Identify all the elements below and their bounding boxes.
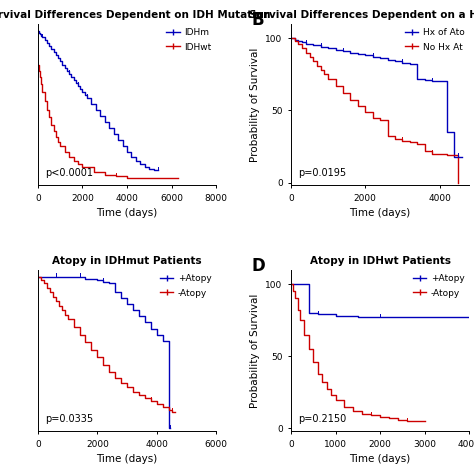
Title: Survival Differences Dependent on IDH Mutation: Survival Differences Dependent on IDH Mu… xyxy=(0,10,271,20)
Text: p=0.2150: p=0.2150 xyxy=(298,414,346,424)
Text: B: B xyxy=(252,11,264,29)
Title: Atopy in IDHmut Patients: Atopy in IDHmut Patients xyxy=(52,256,202,266)
X-axis label: Time (days): Time (days) xyxy=(349,454,411,464)
Legend: Hx of Ato, No Hx At: Hx of Ato, No Hx At xyxy=(405,28,465,52)
Y-axis label: Probability of Survival: Probability of Survival xyxy=(250,293,260,408)
Text: p<0.0001: p<0.0001 xyxy=(45,168,93,178)
Text: D: D xyxy=(252,256,265,274)
Title: Survival Differences Dependent on a History: Survival Differences Dependent on a Hist… xyxy=(249,10,474,20)
Legend: +Atopy, -Atopy: +Atopy, -Atopy xyxy=(160,274,212,298)
Legend: +Atopy, -Atopy: +Atopy, -Atopy xyxy=(413,274,465,298)
X-axis label: Time (days): Time (days) xyxy=(96,209,158,219)
Legend: IDHm, IDHwt: IDHm, IDHwt xyxy=(166,28,212,52)
Text: p=0.0195: p=0.0195 xyxy=(298,168,346,178)
Y-axis label: Probability of Survival: Probability of Survival xyxy=(250,47,260,162)
X-axis label: Time (days): Time (days) xyxy=(349,209,411,219)
Title: Atopy in IDHwt Patients: Atopy in IDHwt Patients xyxy=(310,256,451,266)
Text: p=0.0335: p=0.0335 xyxy=(45,414,93,424)
X-axis label: Time (days): Time (days) xyxy=(96,454,158,464)
